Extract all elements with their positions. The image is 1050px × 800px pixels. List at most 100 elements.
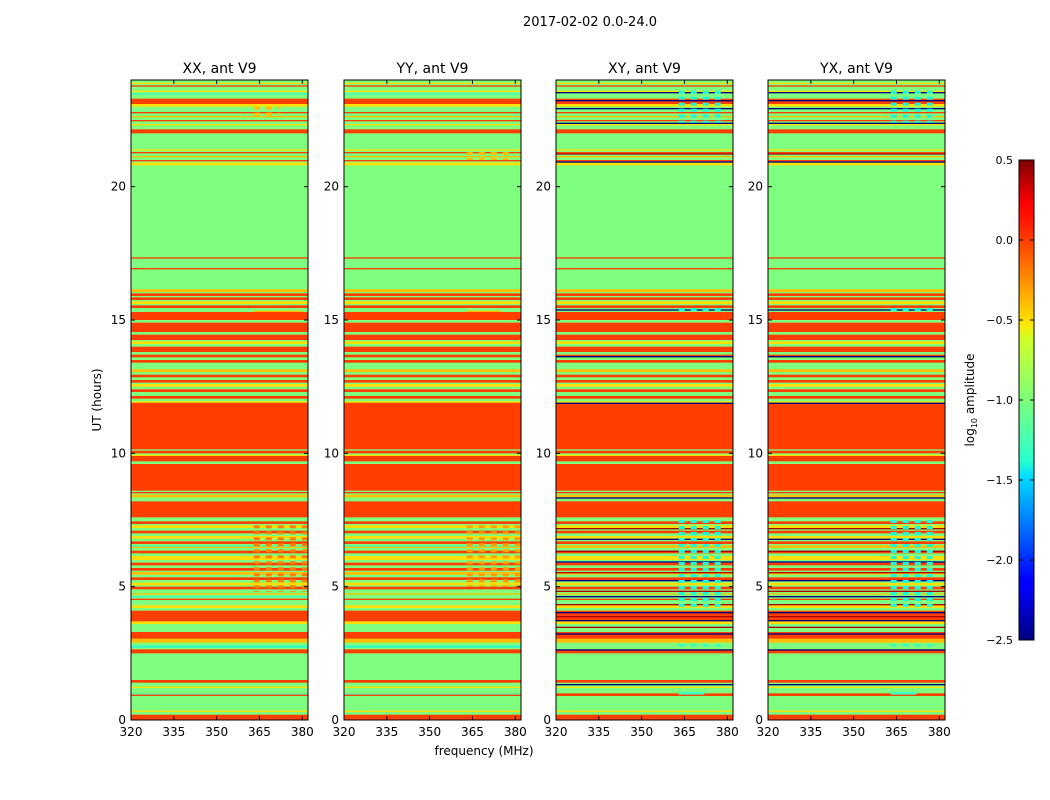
heatmap-cell: [714, 556, 721, 559]
heatmap-cell: [914, 526, 921, 529]
heatmap-cell: [714, 108, 721, 112]
axes-frame: [343, 79, 522, 721]
heatmap-cell: [914, 538, 921, 541]
heatmap-cell: [289, 537, 296, 541]
heatmap-overlay: [131, 693, 308, 695]
heatmap-band: [344, 598, 521, 600]
heatmap-overlay: [556, 612, 733, 614]
heatmap-cell: [702, 592, 709, 595]
heatmap-cell: [702, 90, 709, 94]
heatmap-band: [344, 369, 521, 372]
heatmap-band: [768, 305, 945, 308]
heatmap-band: [556, 577, 733, 580]
heatmap-overlay: [556, 309, 733, 311]
heatmap-cell: [678, 550, 685, 553]
heatmap-cell: [301, 537, 308, 541]
heatmap-band: [556, 541, 733, 544]
heatmap-band: [768, 492, 945, 494]
y-tick-label: 15: [748, 313, 763, 327]
heatmap-cell: [926, 538, 933, 541]
heatmap-band: [344, 572, 521, 575]
heatmap-overlay: [131, 596, 308, 598]
heatmap-cell: [902, 108, 909, 112]
heatmap-cell: [301, 591, 308, 592]
heatmap-band: [344, 593, 521, 595]
heatmap-band: [556, 322, 733, 332]
heatmap-cell: [265, 555, 272, 559]
heatmap-band: [556, 593, 733, 595]
x-tick-label: 380: [928, 725, 951, 739]
heatmap-band: [556, 380, 733, 383]
heatmap-cell: [890, 574, 897, 577]
heatmap-cell: [466, 579, 473, 583]
heatmap-band: [768, 693, 945, 696]
heatmap-cell: [902, 556, 909, 559]
heatmap-cell: [301, 573, 308, 577]
heatmap-band: [556, 341, 733, 344]
heatmap-band: [131, 556, 308, 560]
heatmap-cell: [926, 574, 933, 577]
heatmap-cell: [926, 562, 933, 565]
heatmap-cell: [926, 108, 933, 112]
heatmap-cell: [289, 591, 296, 592]
heatmap-cell: [514, 555, 521, 559]
heatmap-band: [344, 380, 521, 383]
heatmap-band: [344, 156, 521, 158]
heatmap-overlay: [768, 538, 945, 540]
heatmap-cell: [890, 538, 897, 541]
heatmap-cell: [902, 96, 909, 100]
heatmap-overlay: [556, 497, 733, 499]
heatmap-band: [556, 120, 733, 122]
heatmap-band: [768, 686, 945, 688]
axes-frame: [767, 79, 946, 721]
heatmap-cell: [902, 550, 909, 553]
heatmap-cell: [277, 579, 284, 583]
heatmap-cell: [265, 573, 272, 577]
heatmap-overlay: [556, 616, 733, 618]
heatmap-band: [768, 450, 945, 454]
heatmap-band: [556, 464, 733, 491]
heatmap-band: [556, 621, 733, 624]
heatmap-band: [131, 152, 308, 154]
heatmap-band: [131, 312, 308, 320]
heatmap-band: [768, 586, 945, 590]
heatmap-band: [131, 268, 308, 270]
heatmap-band: [556, 124, 733, 126]
heatmap-band: [131, 494, 308, 498]
heatmap-cell: [265, 112, 272, 116]
heatmap-band: [344, 541, 521, 544]
heatmap-overlay: [131, 93, 308, 95]
heatmap-cell: [265, 591, 272, 592]
heatmap-cell: [914, 90, 921, 94]
heatmap-band: [768, 152, 945, 154]
heatmap-band: [768, 638, 945, 643]
heatmap-cell: [714, 538, 721, 541]
x-tick-label: 320: [757, 725, 780, 739]
heatmap-band: [556, 693, 733, 696]
y-tick-label: 15: [324, 313, 339, 327]
heatmap-cell: [890, 556, 897, 559]
heatmap-band: [131, 116, 308, 118]
heatmap-band: [131, 384, 308, 387]
heatmap-overlay: [768, 596, 945, 598]
heatmap-band: [131, 346, 308, 352]
heatmap-band: [768, 156, 945, 158]
heatmap-cell: [714, 120, 721, 123]
heatmap-cell: [490, 158, 497, 160]
heatmap-cell: [253, 561, 260, 565]
heatmap-cell: [502, 525, 509, 529]
heatmap-cell: [902, 586, 909, 589]
heatmap-band: [344, 456, 521, 462]
heatmap-overlay: [768, 604, 945, 606]
heatmap-band: [131, 686, 308, 688]
heatmap-cell: [253, 537, 260, 541]
heatmap-band: [131, 562, 308, 566]
heatmap-band: [768, 525, 945, 528]
heatmap-cell: [926, 102, 933, 106]
heatmap-cell: [890, 526, 897, 529]
heatmap-band: [131, 714, 308, 720]
heatmap-band: [131, 649, 308, 654]
y-tick-label: 15: [111, 313, 126, 327]
heatmap-cell: [301, 531, 308, 535]
heatmap-cell: [714, 592, 721, 595]
